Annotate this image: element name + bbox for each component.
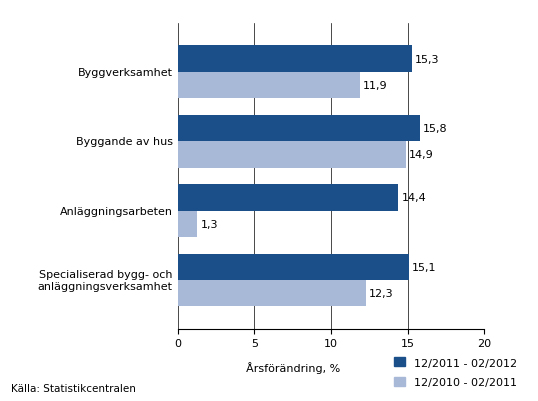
Text: 1,3: 1,3 [201,219,218,229]
Text: Årsförändring, %: Årsförändring, % [246,361,341,373]
Bar [178,142,406,168]
Bar [178,115,420,142]
Text: 11,9: 11,9 [363,81,388,91]
Text: 15,8: 15,8 [423,124,448,134]
Bar [178,254,409,280]
Bar [178,73,360,99]
Text: 14,4: 14,4 [401,193,426,203]
Bar [178,185,398,211]
Bar [178,46,412,73]
Text: 12,3: 12,3 [369,288,394,298]
Text: 15,3: 15,3 [415,55,440,65]
Text: 15,1: 15,1 [412,262,437,272]
Text: 14,9: 14,9 [409,150,434,160]
Legend: 12/2011 - 02/2012, 12/2010 - 02/2011: 12/2011 - 02/2012, 12/2010 - 02/2011 [390,353,522,391]
Text: Källa: Statistikcentralen: Källa: Statistikcentralen [11,383,136,393]
Bar [178,280,366,307]
Bar [178,211,197,237]
